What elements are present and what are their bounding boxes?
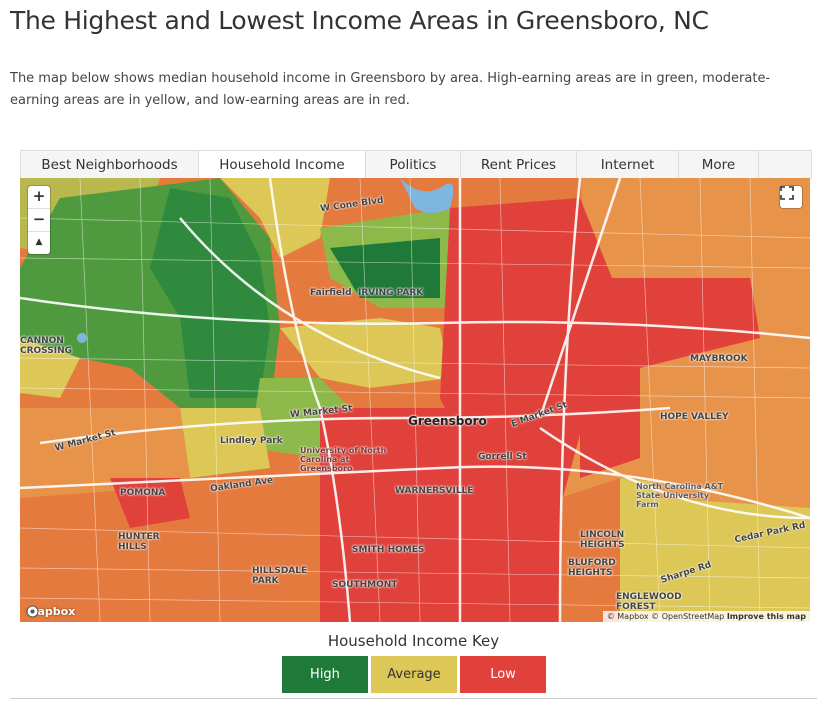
map-label-greensboro: Greensboro	[408, 414, 487, 428]
map-label-lindley-park: Lindley Park	[220, 436, 283, 446]
tab-internet[interactable]: Internet	[577, 151, 679, 179]
tab-household-income[interactable]: Household Income	[199, 151, 366, 179]
tab-rent-prices[interactable]: Rent Prices	[461, 151, 577, 179]
lake-water	[400, 178, 454, 213]
map-attribution: © Mapbox © OpenStreetMap Improve this ma…	[602, 611, 810, 622]
attribution-mapbox[interactable]: © Mapbox	[606, 612, 649, 621]
pomona-red	[110, 478, 190, 528]
income-choropleth	[20, 178, 810, 622]
southeast-orange	[560, 478, 620, 622]
income-key: High Average Low	[282, 656, 546, 693]
mapbox-icon	[26, 605, 39, 618]
downtown-east-red	[440, 198, 620, 508]
northeast-red	[580, 278, 760, 398]
map-label-cannon-crossing: CANNON CROSSING	[20, 336, 73, 356]
map-label-pomona: POMONA	[120, 488, 166, 498]
far-west-yellow	[20, 338, 80, 398]
fullscreen-button[interactable]	[780, 186, 802, 208]
map-label-hillsdale-park: HILLSDALE PARK	[252, 566, 308, 586]
roads	[20, 178, 810, 622]
north-green-dark	[150, 188, 270, 398]
map-label-hunter-hills: HUNTER HILLS	[118, 532, 160, 552]
improve-map-link[interactable]: Improve this map	[726, 612, 806, 621]
map-label-smith-homes: SMITH HOMES	[352, 545, 425, 555]
zoom-control: + − ▲	[28, 186, 50, 254]
key-title: Household Income Key	[327, 632, 500, 650]
tab-bar: Best Neighborhoods Household Income Poli…	[20, 150, 812, 179]
south-red	[320, 408, 560, 622]
map-label-gorrell-st: Gorrell St	[478, 452, 527, 462]
tab-best-neighborhoods[interactable]: Best Neighborhoods	[21, 151, 199, 179]
map-label-warnersville: WARNERSVILLE	[395, 486, 474, 496]
fullscreen-icon	[780, 186, 794, 200]
page-description: The map below shows median household inc…	[10, 71, 771, 108]
pond	[77, 333, 87, 343]
map-label-southmont: SOUTHMONT	[332, 580, 398, 590]
tab-politics[interactable]: Politics	[366, 151, 461, 179]
southeast-yellow	[620, 478, 810, 622]
key-high: High	[282, 656, 368, 693]
compass-button[interactable]: ▲	[35, 237, 43, 247]
attribution-osm[interactable]: © OpenStreetMap	[651, 612, 725, 621]
map-label-englewood-forest: ENGLEWOOD FOREST	[616, 592, 682, 612]
zoom-in-button[interactable]: +	[28, 186, 50, 209]
mapbox-logo[interactable]: mapbox	[26, 605, 75, 618]
zoom-out-button[interactable]: −	[28, 209, 50, 232]
map-label-maybrook: MAYBROOK	[690, 354, 748, 364]
income-map[interactable]: Greensboro Fairfield IRVING PARK CANNON …	[20, 178, 810, 622]
tab-more[interactable]: More	[679, 151, 759, 179]
minor-roads	[20, 178, 810, 622]
mapbox-logo-text: mapbox	[26, 605, 76, 618]
bottom-divider	[10, 698, 817, 699]
map-label-uncg: University of North Carolina at Greensbo…	[300, 446, 387, 473]
page-title: The Highest and Lowest Income Areas in G…	[10, 6, 709, 35]
map-label-lincoln-heights: LINCOLN HEIGHTS	[580, 530, 625, 550]
map-label-fairfield: Fairfield	[310, 288, 352, 298]
map-label-nc-farm: North Carolina A&T State University Farm	[636, 482, 724, 509]
key-average: Average	[371, 656, 457, 693]
map-label-bluford-heights: BLUFORD HEIGHTS	[568, 558, 616, 578]
map-label-hope-valley: HOPE VALLEY	[660, 412, 729, 422]
key-low: Low	[460, 656, 546, 693]
map-label-irving-park: IRVING PARK	[358, 288, 424, 298]
farm-area	[640, 458, 810, 508]
